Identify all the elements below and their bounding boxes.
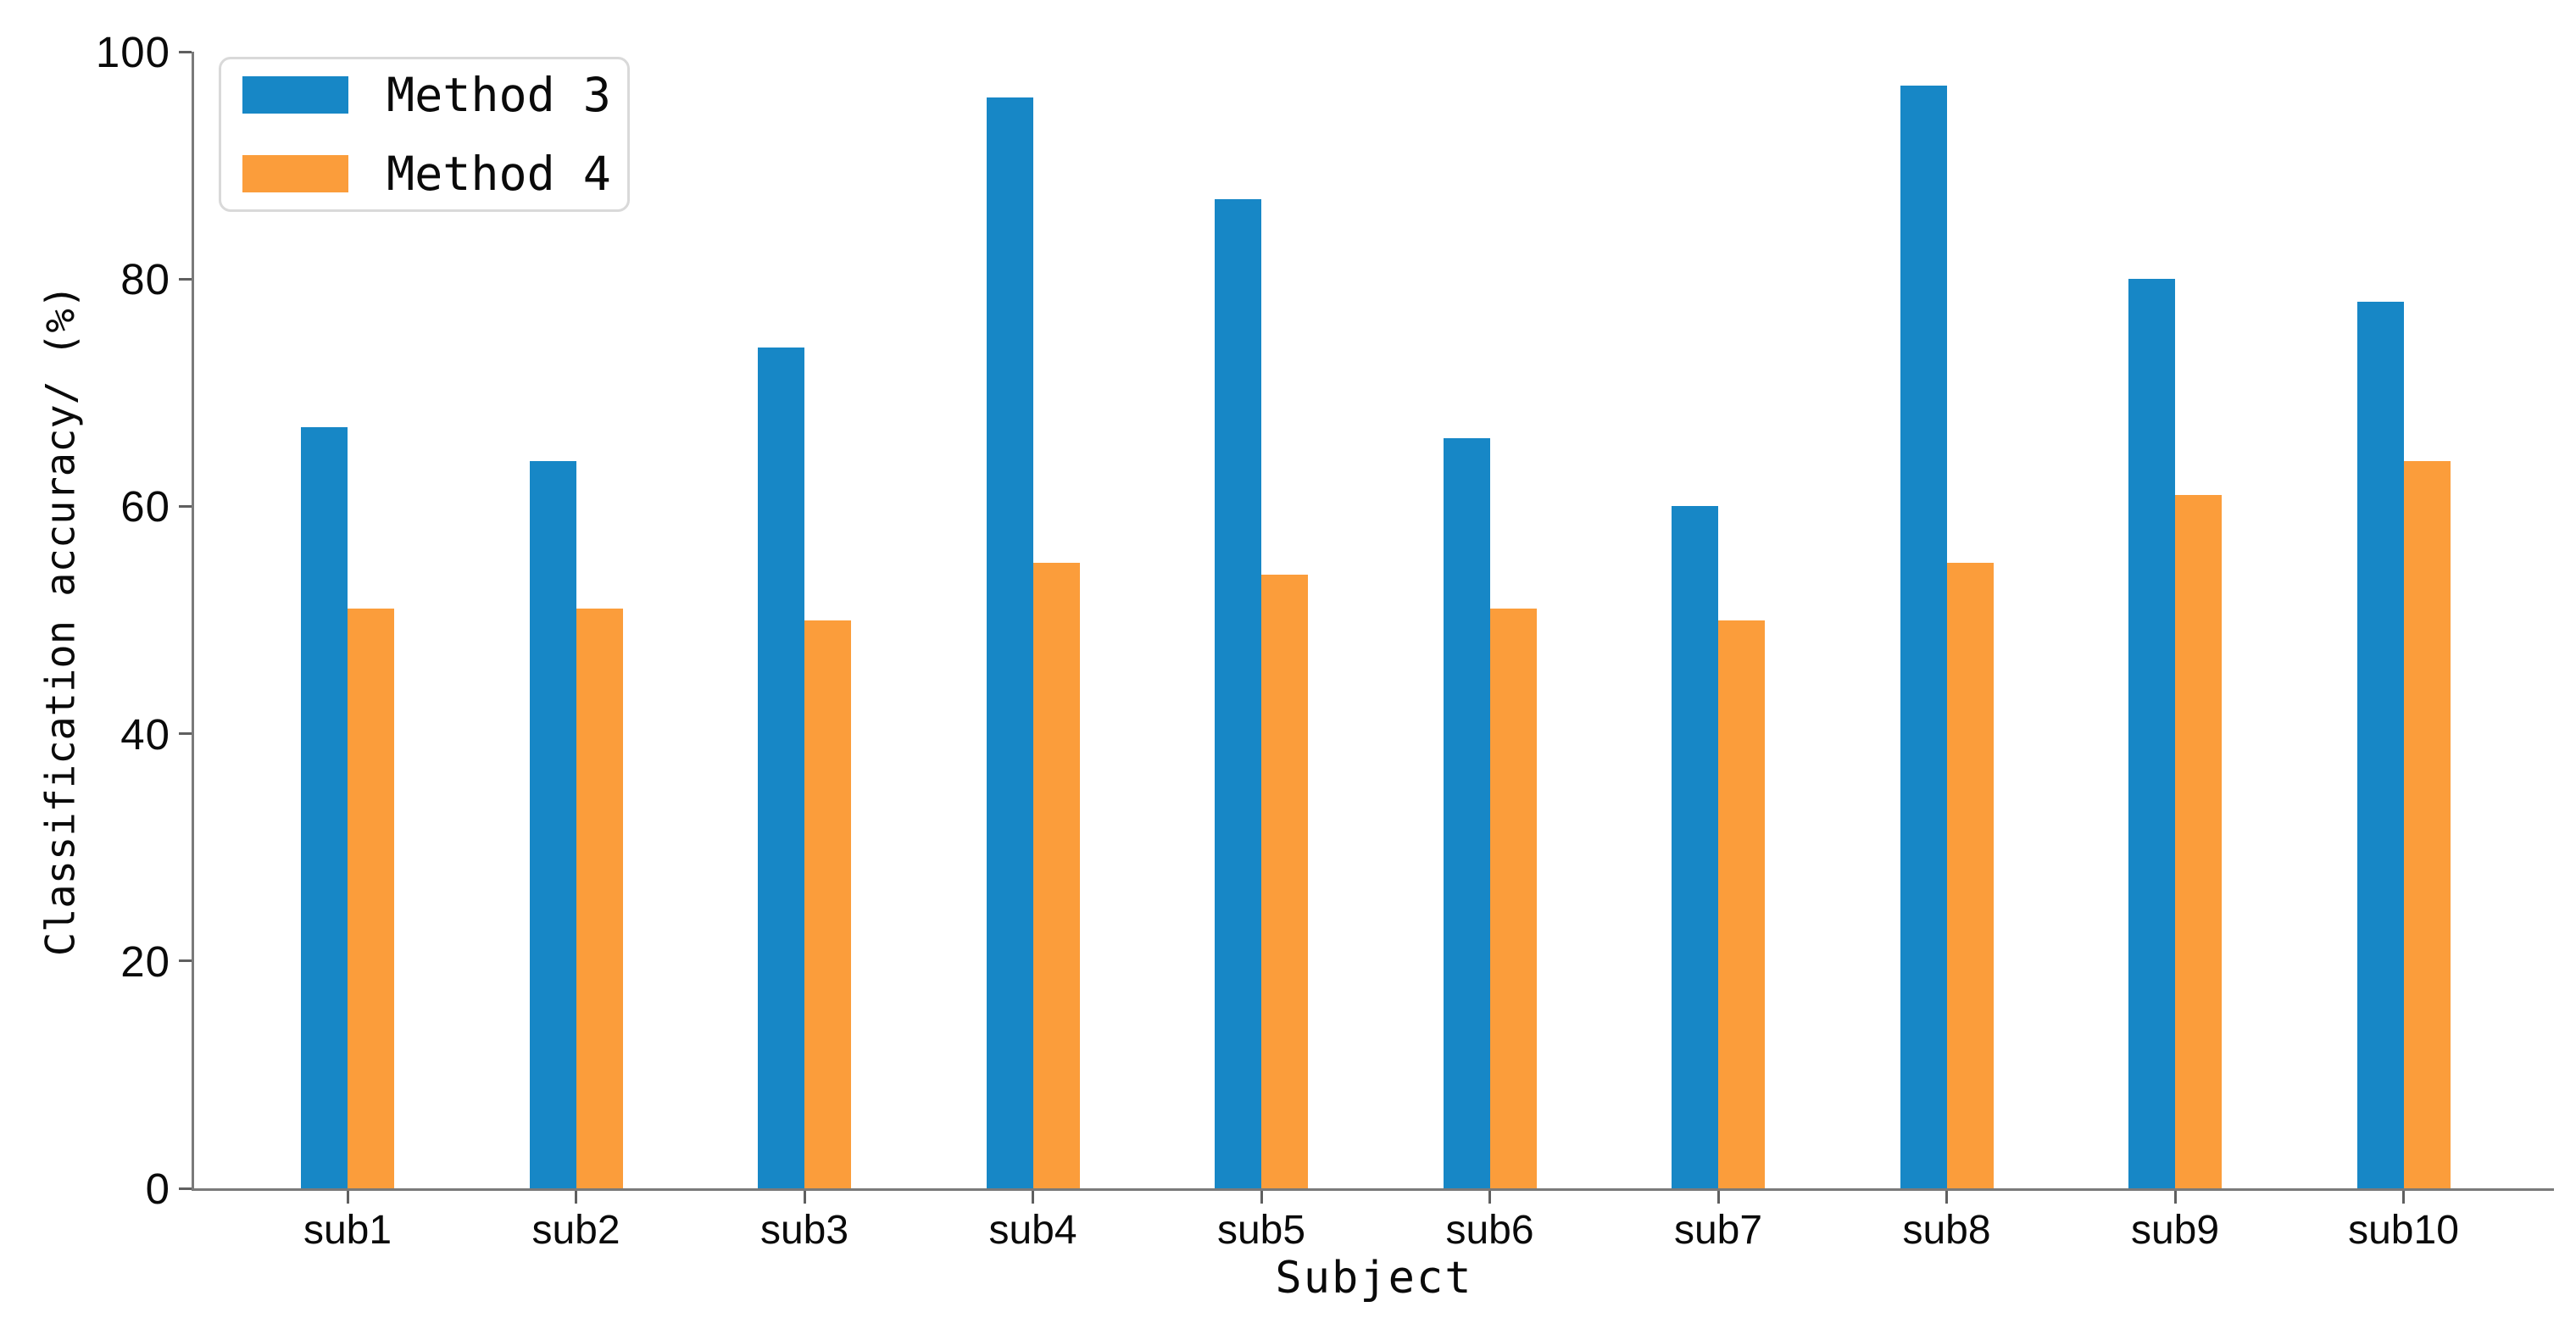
y-tick-label: 100 (95, 28, 170, 76)
y-tick-mark (179, 504, 192, 508)
legend-swatch-method-4 (242, 155, 348, 192)
bar-method-4-sub8 (1946, 563, 1994, 1188)
bar-method-3-sub9 (2128, 279, 2175, 1188)
bar-method-4-sub1 (348, 609, 394, 1188)
legend: Method 3 Method 4 (219, 57, 630, 212)
y-tick-mark (179, 277, 192, 281)
x-axis-title: Subject (1275, 1253, 1473, 1304)
bar-method-4-sub3 (804, 620, 851, 1188)
x-tick-mark (575, 1191, 577, 1204)
bar-method-3-sub7 (1672, 506, 1718, 1188)
bar-method-4-sub6 (1489, 609, 1537, 1188)
x-tick-mark (1260, 1191, 1263, 1204)
x-tick-mark (803, 1191, 806, 1204)
x-tick-label: sub8 (1902, 1208, 1991, 1253)
x-tick-mark (1488, 1191, 1491, 1204)
x-tick-label: sub7 (1673, 1208, 1763, 1253)
x-tick-label: sub3 (759, 1208, 849, 1253)
x-tick-mark (2173, 1191, 2177, 1204)
legend-item: Method 3 (242, 67, 627, 122)
legend-label: Method 4 (387, 146, 611, 201)
y-tick-label: 20 (120, 937, 170, 986)
y-tick-label: 80 (120, 255, 170, 304)
bar-method-4-sub4 (1032, 563, 1080, 1188)
bar-method-3-sub4 (986, 97, 1033, 1188)
y-tick-label: 60 (120, 482, 170, 531)
bar-method-4-sub7 (1718, 620, 1765, 1188)
legend-label: Method 3 (387, 67, 611, 122)
bar-method-3-sub10 (2356, 302, 2404, 1188)
x-tick-label: sub4 (988, 1208, 1077, 1253)
x-tick-mark (1945, 1191, 1948, 1204)
x-tick-label: sub9 (2130, 1208, 2220, 1253)
x-tick-label: sub5 (1216, 1208, 1306, 1253)
x-tick-mark (1716, 1191, 1720, 1204)
y-tick-mark (179, 959, 192, 963)
y-tick-mark (179, 50, 192, 53)
x-tick-mark (346, 1191, 349, 1204)
y-tick-label: 40 (120, 709, 170, 759)
plot-area: 0 20 40 60 80 100 sub1 sub2 sub3 sub4 sub5 sub6 sub7… (96, 31, 2554, 1300)
y-tick-mark (179, 732, 192, 736)
bar-method-3-sub1 (301, 426, 348, 1188)
x-tick-label: sub1 (303, 1208, 392, 1253)
bar-method-4-sub10 (2403, 460, 2451, 1188)
bar-method-3-sub3 (758, 347, 804, 1188)
bar-method-3-sub2 (529, 460, 576, 1188)
y-axis-title: Classification accuracy/ (%) (37, 284, 85, 957)
x-tick-label: sub2 (531, 1208, 620, 1253)
legend-item: Method 4 (242, 146, 627, 201)
x-tick-mark (1032, 1191, 1034, 1204)
bar-method-4-sub9 (2175, 495, 2222, 1188)
y-tick-label: 0 (145, 1165, 170, 1213)
bar-method-4-sub2 (576, 609, 623, 1188)
bar-method-4-sub5 (1261, 574, 1308, 1188)
y-tick-mark (179, 1187, 192, 1190)
x-tick-label: sub10 (2348, 1208, 2459, 1253)
bar-method-3-sub6 (1443, 437, 1490, 1188)
legend-swatch-method-3 (242, 76, 348, 114)
bar-method-3-sub8 (1900, 86, 1947, 1188)
x-tick-label: sub6 (1445, 1208, 1534, 1253)
bar-method-3-sub5 (1215, 199, 1261, 1188)
x-tick-mark (2402, 1191, 2405, 1204)
